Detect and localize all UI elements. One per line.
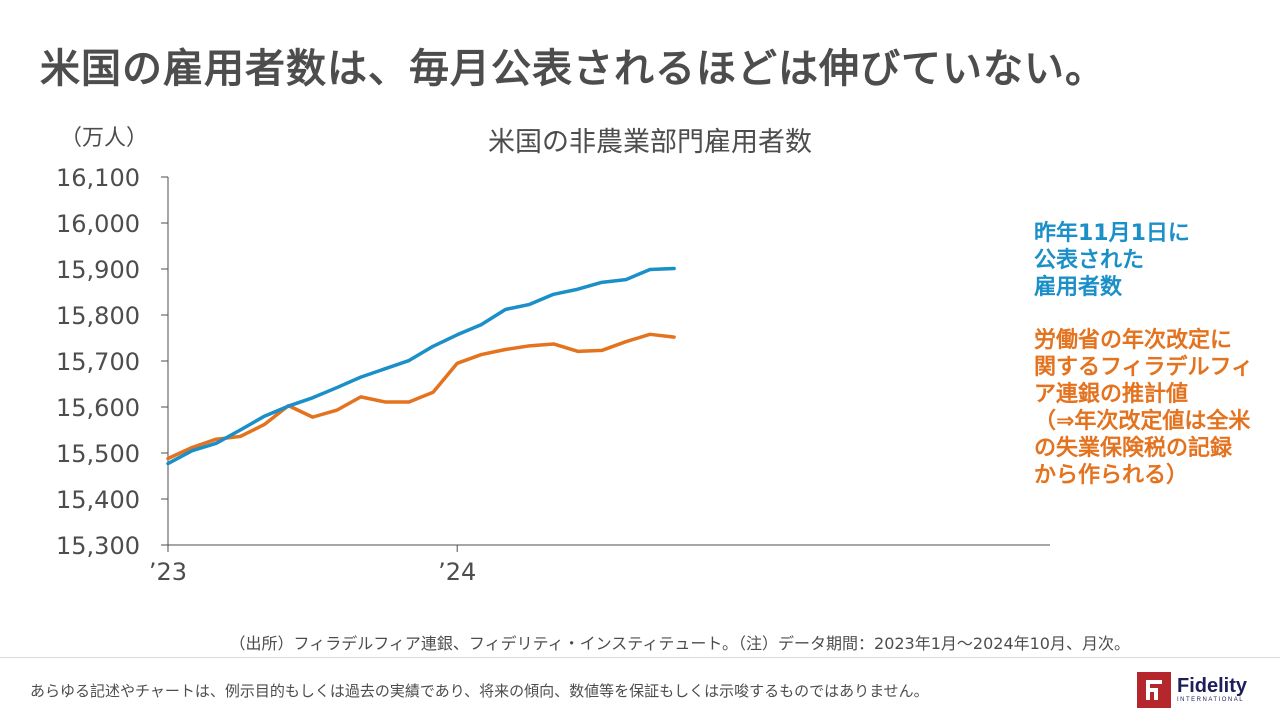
y-tick-label: 16,000 — [56, 210, 140, 238]
logo-name: Fidelity — [1177, 675, 1248, 697]
chart-axes — [161, 176, 1050, 552]
y-tick-label: 15,400 — [56, 486, 140, 514]
y-tick-label: 15,800 — [56, 302, 140, 330]
slide-title: 米国の雇用者数は、毎月公表されるほどは伸びていない。 — [40, 46, 1106, 92]
series-line-orange — [166, 332, 676, 461]
disclaimer-text: あらゆる記述やチャートは、例示目的もしくは過去の実績であり、将来の傾向、数値等を… — [30, 682, 929, 700]
footer-divider — [0, 657, 1280, 658]
x-tick-label: ’23 — [149, 558, 187, 586]
source-note: （出所）フィラデルフィア連銀、フィデリティ・インスティテュート。（注）データ期間… — [229, 634, 1130, 653]
annotation-line: 関するフィラデルフィ — [1034, 355, 1254, 380]
annotation-line: 公表された — [1034, 248, 1145, 273]
annotation-line: （⇒年次改定値は全米 — [1034, 409, 1251, 434]
fidelity-logo-icon — [1137, 672, 1171, 708]
annotation-blue-series: 昨年11月1日に 公表された 雇用者数 — [1034, 220, 1190, 301]
y-tick-label: 15,300 — [56, 532, 140, 560]
annotation-line: の失業保険税の記録 — [1034, 436, 1233, 461]
annotation-line: 労働省の年次改定に — [1034, 328, 1233, 353]
annotation-orange-series: 労働省の年次改定に 関するフィラデルフィ ア連銀の推計値 （⇒年次改定値は全米 … — [1034, 327, 1253, 489]
series-line-blue — [166, 266, 676, 466]
y-tick-label: 16,100 — [56, 164, 140, 192]
logo-subtitle: INTERNATIONAL — [1177, 697, 1245, 703]
series-lines — [166, 266, 676, 466]
x-tick-label: ’24 — [438, 558, 476, 586]
chart-title: 米国の非農業部門雇用者数 — [488, 127, 812, 158]
annotation-line: ア連銀の推計値 — [1034, 382, 1189, 407]
y-axis-unit-label: （万人） — [60, 126, 149, 151]
y-tick-label: 15,900 — [56, 256, 140, 284]
x-tick-labels: ’23 ’24 — [149, 558, 476, 586]
annotation-line: 昨年11月1日に — [1034, 221, 1190, 246]
y-tick-label: 15,500 — [56, 440, 140, 468]
annotation-line: から作られる） — [1034, 463, 1189, 488]
annotation-line: 雇用者数 — [1034, 275, 1123, 300]
y-tick-labels: 15,300 15,400 15,500 15,600 15,700 15,800 15,9… — [56, 164, 140, 560]
fidelity-logo: Fidelity INTERNATIONAL — [1137, 672, 1247, 708]
y-tick-label: 15,600 — [56, 394, 140, 422]
y-tick-label: 15,700 — [56, 348, 140, 376]
